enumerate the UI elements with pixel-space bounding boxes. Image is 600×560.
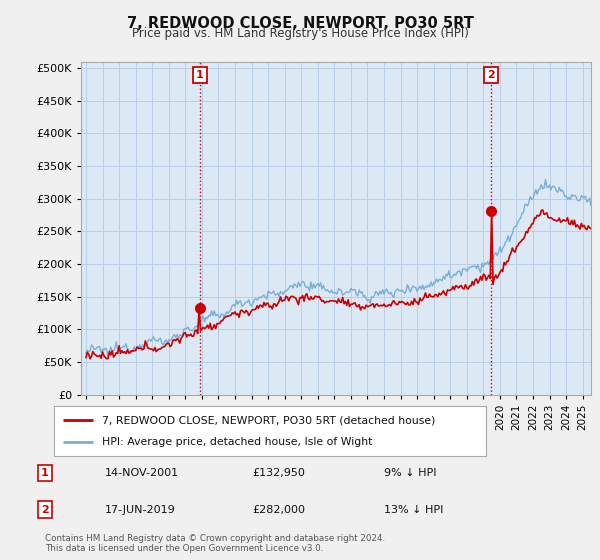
Text: 1: 1 <box>41 468 49 478</box>
Text: 7, REDWOOD CLOSE, NEWPORT, PO30 5RT (detached house): 7, REDWOOD CLOSE, NEWPORT, PO30 5RT (det… <box>101 415 435 425</box>
Text: 17-JUN-2019: 17-JUN-2019 <box>105 505 176 515</box>
Text: 1: 1 <box>196 70 203 80</box>
Text: 2: 2 <box>487 70 495 80</box>
Text: 2: 2 <box>41 505 49 515</box>
Text: HPI: Average price, detached house, Isle of Wight: HPI: Average price, detached house, Isle… <box>101 437 372 447</box>
Text: 7, REDWOOD CLOSE, NEWPORT, PO30 5RT: 7, REDWOOD CLOSE, NEWPORT, PO30 5RT <box>127 16 473 31</box>
Text: Contains HM Land Registry data © Crown copyright and database right 2024.
This d: Contains HM Land Registry data © Crown c… <box>45 534 385 553</box>
Text: 14-NOV-2001: 14-NOV-2001 <box>105 468 179 478</box>
Text: £282,000: £282,000 <box>252 505 305 515</box>
Text: Price paid vs. HM Land Registry's House Price Index (HPI): Price paid vs. HM Land Registry's House … <box>131 27 469 40</box>
Text: £132,950: £132,950 <box>252 468 305 478</box>
Text: 9% ↓ HPI: 9% ↓ HPI <box>384 468 437 478</box>
Text: 13% ↓ HPI: 13% ↓ HPI <box>384 505 443 515</box>
